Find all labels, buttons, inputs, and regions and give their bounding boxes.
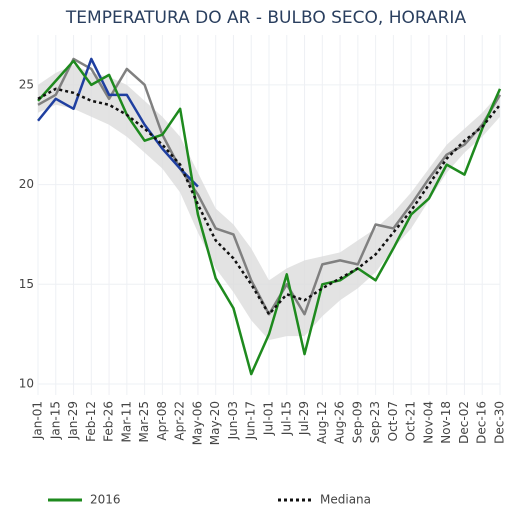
x-tick-label: Aug-12	[315, 401, 329, 444]
x-tick-label: Jan-29	[66, 401, 80, 440]
x-tick-label: Jan-15	[48, 401, 62, 440]
x-tick-label: Mar-11	[119, 401, 133, 442]
y-tick-label: 20	[19, 177, 34, 191]
x-tick-label: May-06	[190, 401, 204, 445]
legend-label: 2016	[90, 493, 121, 507]
x-tick-label: Dec-30	[493, 401, 507, 444]
x-tick-label: Oct-21	[404, 401, 418, 441]
y-tick-label: 10	[19, 377, 34, 391]
y-tick-label: 15	[19, 277, 34, 291]
x-tick-label: Oct-07	[386, 401, 400, 441]
x-tick-label: Nov-18	[439, 401, 453, 444]
x-tick-label: Jul-15	[279, 401, 293, 436]
x-tick-label: Aug-26	[333, 401, 347, 444]
x-tick-label: May-20	[208, 401, 222, 445]
legend-label: Mediana	[320, 493, 371, 507]
x-tick-label: Jul-01	[262, 401, 276, 436]
x-tick-label: Sep-23	[368, 401, 382, 443]
x-tick-label: Feb-12	[84, 401, 98, 442]
series-line	[37, 59, 502, 376]
x-tick-label: Nov-04	[421, 401, 435, 444]
x-tick-label: Dec-16	[475, 401, 489, 444]
x-tick-label: Dec-02	[457, 401, 471, 444]
x-tick-label: Jun-03	[226, 401, 240, 440]
x-tick-label: Apr-08	[155, 401, 169, 441]
x-tick-label: Feb-26	[102, 401, 116, 442]
x-tick-label: Sep-09	[350, 401, 364, 443]
y-tick-label: 25	[19, 77, 34, 91]
x-tick-label: Jun-17	[244, 401, 258, 440]
series-line	[37, 87, 501, 316]
x-tick-label: Jan-01	[31, 401, 45, 440]
x-tick-label: Jul-29	[297, 401, 311, 436]
chart-title: TEMPERATURA DO AR - BULBO SECO, HORARIA	[65, 8, 467, 28]
x-tick-label: Apr-22	[173, 401, 187, 441]
x-tick-label: Mar-25	[137, 401, 151, 442]
range-band	[38, 64, 500, 341]
